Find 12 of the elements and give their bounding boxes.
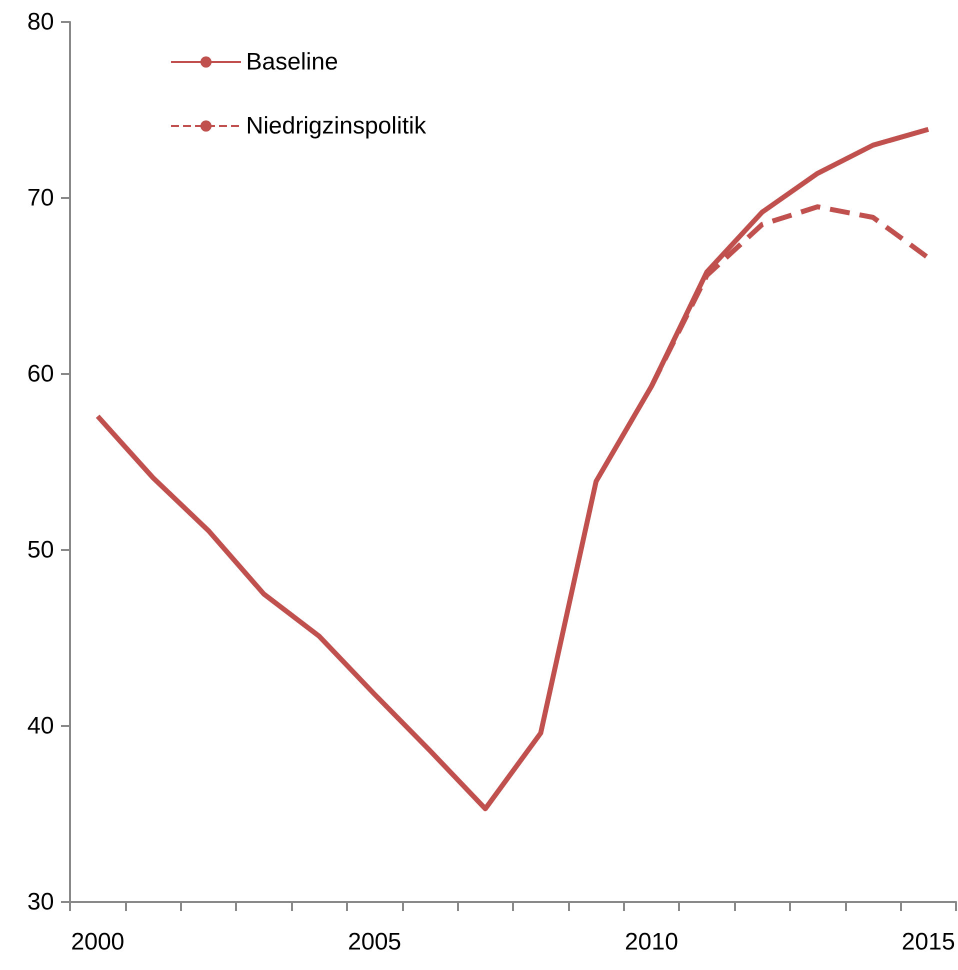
x-tick-label: 2010: [624, 928, 678, 956]
x-tick-label: 2005: [348, 928, 402, 956]
x-tick-label: 2000: [70, 928, 124, 956]
y-tick-label: 70: [27, 184, 54, 212]
y-tick-label: 30: [27, 888, 54, 916]
x-tick-label: 2015: [902, 928, 956, 956]
y-tick-label: 80: [27, 8, 54, 36]
legend-label: Baseline: [246, 48, 338, 76]
y-tick-label: 50: [27, 536, 54, 564]
y-tick-label: 60: [27, 360, 54, 388]
y-tick-label: 40: [27, 712, 54, 740]
legend-label: Niedrigzinspolitik: [246, 112, 428, 140]
